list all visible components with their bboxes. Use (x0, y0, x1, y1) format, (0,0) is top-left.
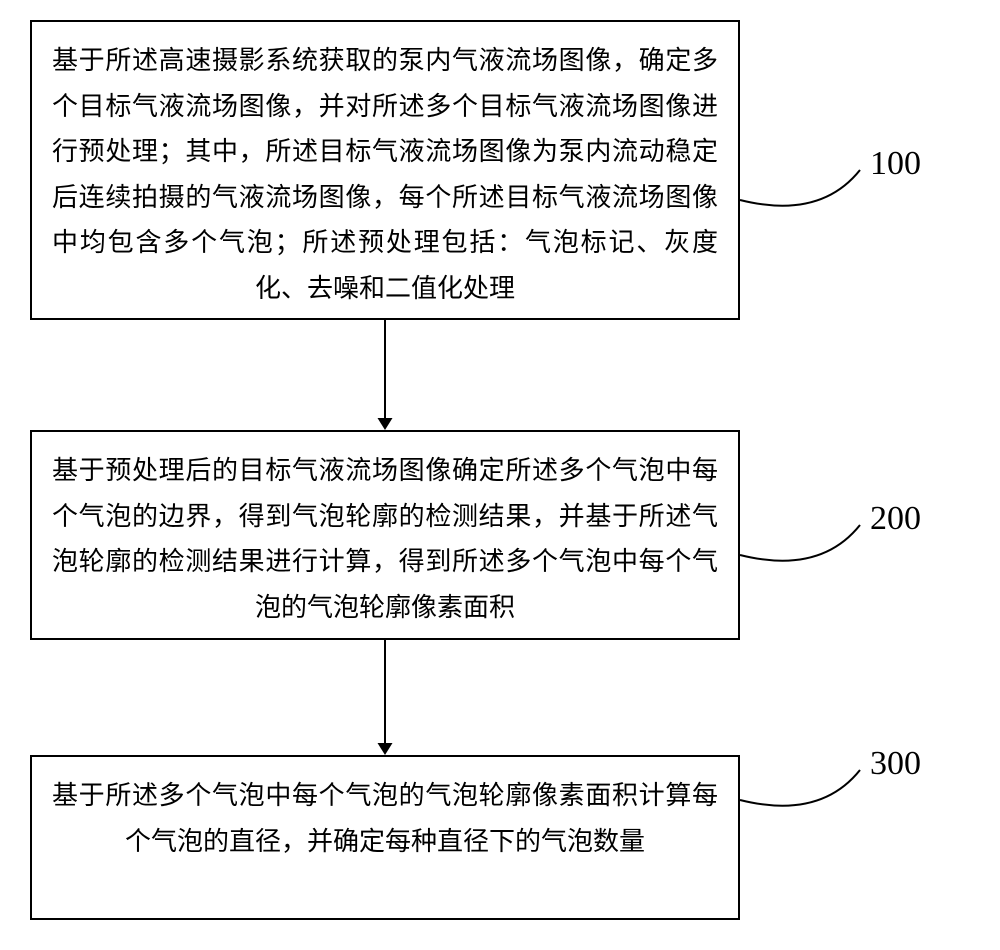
flowchart-box-300: 基于所述多个气泡中每个气泡的气泡轮廓像素面积计算每个气泡的直径，并确定每种直径下… (30, 755, 740, 920)
callout-label-100: 100 (870, 145, 921, 183)
flowchart-box-100: 基于所述高速摄影系统获取的泵内气液流场图像，确定多个目标气液流场图像，并对所述多… (30, 20, 740, 320)
callout-label-300: 300 (870, 745, 921, 783)
callout-label-200: 200 (870, 500, 921, 538)
label-200-text: 200 (870, 500, 921, 537)
flowchart-container: 基于所述高速摄影系统获取的泵内气液流场图像，确定多个目标气液流场图像，并对所述多… (0, 0, 1000, 950)
box-200-text: 基于预处理后的目标气液流场图像确定所述多个气泡中每个气泡的边界，得到气泡轮廓的检… (52, 456, 718, 622)
label-100-text: 100 (870, 145, 921, 182)
box-300-text: 基于所述多个气泡中每个气泡的气泡轮廓像素面积计算每个气泡的直径，并确定每种直径下… (52, 781, 718, 856)
flowchart-box-200: 基于预处理后的目标气液流场图像确定所述多个气泡中每个气泡的边界，得到气泡轮廓的检… (30, 430, 740, 640)
label-300-text: 300 (870, 745, 921, 782)
box-100-text: 基于所述高速摄影系统获取的泵内气液流场图像，确定多个目标气液流场图像，并对所述多… (52, 46, 718, 303)
